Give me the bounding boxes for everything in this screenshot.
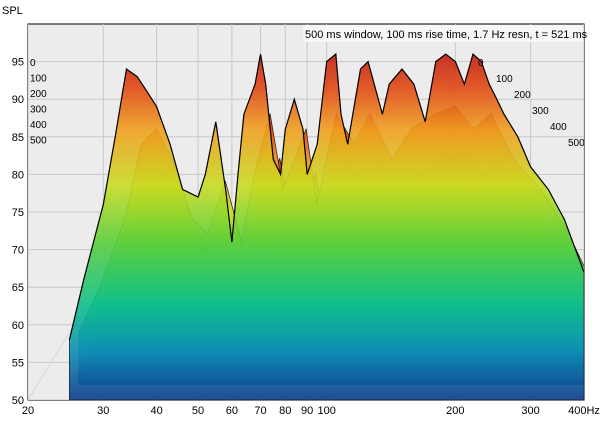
x-tick-label: 80 [279,405,291,417]
x-tick-label: 30 [97,405,109,417]
x-tick-label: 40 [151,405,163,417]
x-tick-label: 70 [254,405,266,417]
time-label-right: 500 [568,138,585,149]
y-tick-label: 90 [12,94,24,106]
time-label-left: 200 [30,89,47,100]
time-label-left: 300 [30,105,47,116]
x-tick-label: 300 [521,405,539,417]
annotation-text: 500 ms window, 100 ms rise time, 1.7 Hz … [305,29,588,41]
time-label-left: 400 [30,120,47,131]
x-tick-label: 200 [446,405,464,417]
time-label-right: 400 [550,122,567,133]
y-tick-label: 55 [12,357,24,369]
time-label-left: 500 [30,136,47,147]
chart-annotation: 500 ms window, 100 ms rise time, 1.7 Hz … [303,25,588,42]
y-axis-label: SPL [2,5,23,17]
time-label-right: 0 [478,58,484,69]
waterfall-surface [68,52,584,400]
x-tick-label: 50 [192,405,204,417]
front-series-line [68,52,584,340]
y-tick-label: 75 [12,207,24,219]
y-tick-label: 70 [12,245,24,257]
depth-grid-line [583,399,584,400]
x-tick-label: 400Hz [568,405,600,417]
y-tick-label: 85 [12,132,24,144]
time-label-right: 100 [496,74,513,85]
depth-grid-line [28,321,77,400]
x-tick-label: 20 [22,405,34,417]
time-label-right: 300 [532,106,549,117]
y-tick-label: 65 [12,282,24,294]
y-tick-label: 80 [12,169,24,181]
time-label-right: 200 [514,90,531,101]
time-label-left: 100 [30,74,47,85]
x-tick-label: 90 [301,405,313,417]
y-tick-label: 50 [12,395,24,407]
y-tick-label: 95 [12,57,24,69]
x-tick-label: 60 [226,405,238,417]
x-tick-label: 100 [318,405,336,417]
axis-ticks: 20 30 40 50 60 70 80 90 100 200 300 400Hz5055606570… [12,57,600,417]
time-label-left: 0 [30,58,36,69]
y-tick-label: 60 [12,320,24,332]
